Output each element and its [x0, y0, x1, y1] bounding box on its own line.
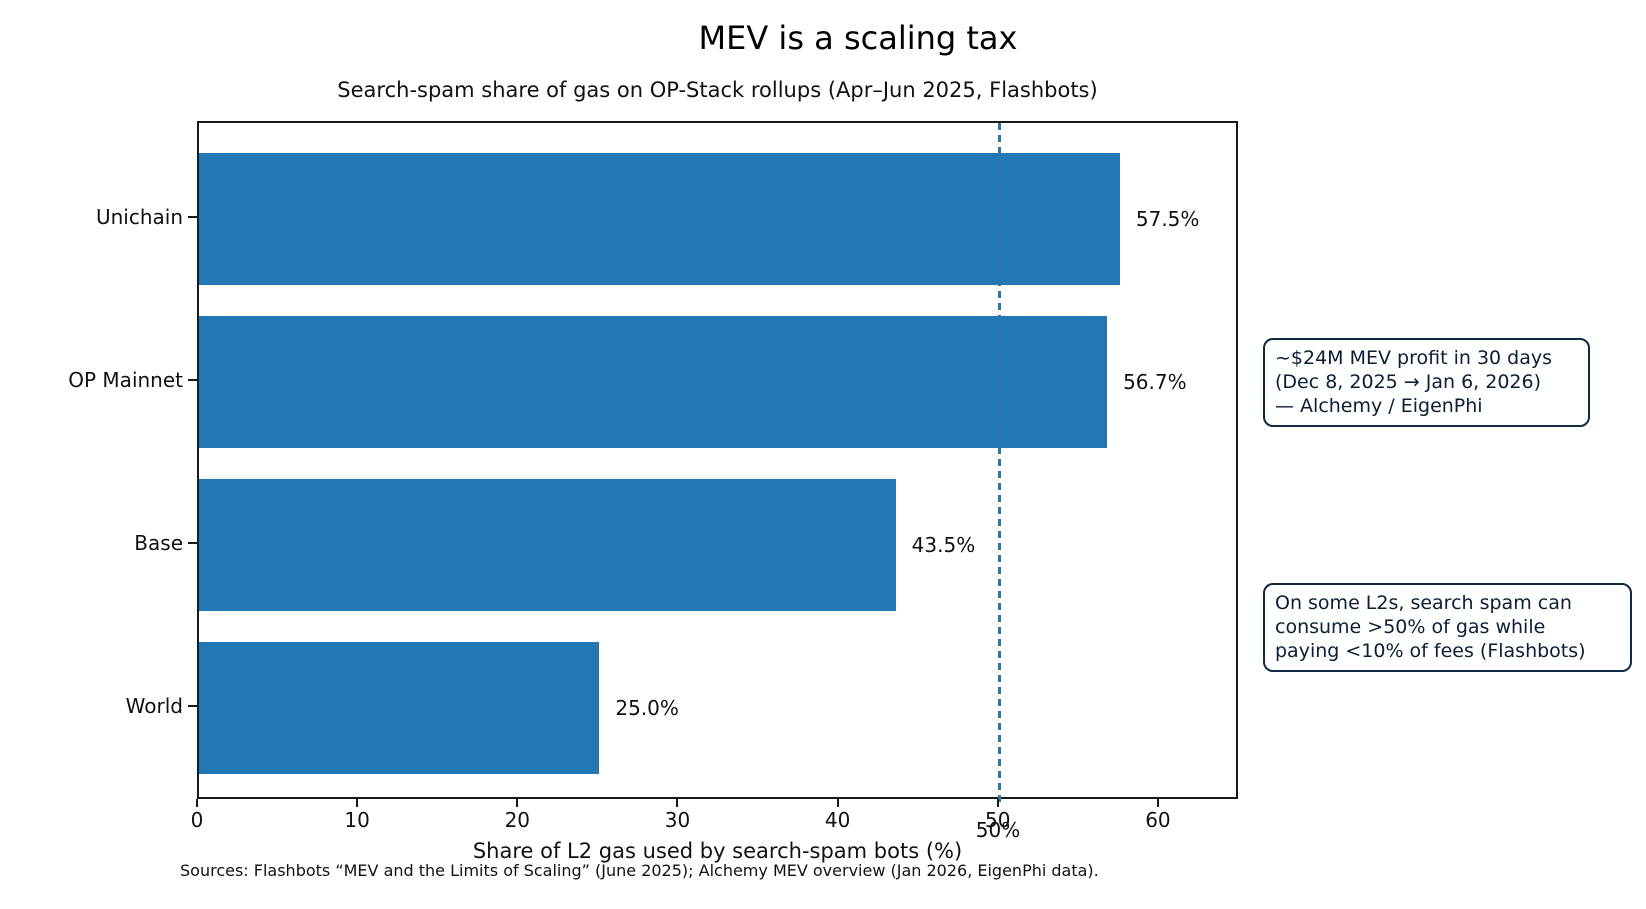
bar-unichain [199, 153, 1120, 285]
x-axis-tick-label: 20 [504, 808, 531, 832]
bar-op-mainnet [199, 316, 1108, 448]
bar-value-label: 25.0% [615, 696, 679, 720]
annotation-box-flashbots-note: On some L2s, search spam can consume >50… [1263, 583, 1632, 672]
x-axis-tick [996, 799, 999, 807]
plot-area: 57.5% 56.7% 43.5% 25.0% [197, 121, 1238, 805]
y-axis-tick [188, 542, 197, 544]
y-axis-category-label: OP Mainnet [68, 368, 183, 392]
bar-value-label: 57.5% [1135, 207, 1200, 231]
bar-value-label: 43.5% [911, 533, 976, 557]
chart-title: MEV is a scaling tax [698, 19, 1018, 57]
bar-world [199, 642, 600, 774]
bar-value-label: 56.7% [1123, 370, 1187, 394]
x-axis-label: Share of L2 gas used by search-spam bots… [472, 839, 963, 863]
reference-line-label: 50% [975, 818, 1021, 842]
x-axis-tick [1156, 799, 1159, 807]
bar-base [199, 479, 896, 611]
x-axis-tick [516, 799, 519, 807]
y-axis-tick [188, 216, 197, 218]
x-axis-tick [676, 799, 679, 807]
x-axis-tick-label: 10 [344, 808, 370, 832]
x-axis-tick-label: 30 [664, 808, 691, 832]
y-axis-tick [188, 705, 197, 707]
chart-subtitle: Search-spam share of gas on OP-Stack rol… [337, 78, 1098, 102]
x-axis-tick-label: 0 [190, 808, 204, 832]
x-axis-tick [196, 799, 198, 807]
x-axis-tick [836, 799, 839, 807]
reference-line [998, 123, 1001, 805]
y-axis-category-label: World [125, 694, 183, 718]
x-axis-tick-label: 40 [824, 808, 851, 832]
source-note: Sources: Flashbots “MEV and the Limits o… [180, 861, 1099, 880]
y-axis-category-label: Unichain [95, 205, 183, 229]
x-axis-tick-label: 60 [1145, 808, 1171, 832]
x-axis-tick [356, 799, 359, 807]
x-axis-tick-label: 50 [985, 808, 1011, 832]
y-axis-tick [188, 379, 197, 381]
y-axis-category-label: Base [134, 531, 183, 555]
annotation-box-mev-profit: ~$24M MEV profit in 30 days (Dec 8, 2025… [1263, 338, 1590, 427]
